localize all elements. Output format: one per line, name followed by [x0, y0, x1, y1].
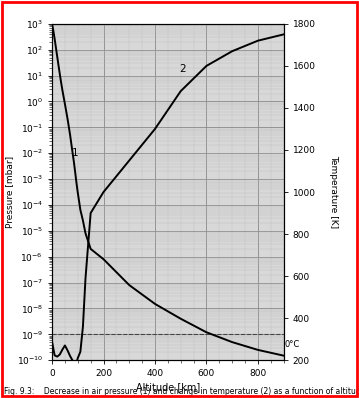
Text: 0°C: 0°C [284, 340, 300, 349]
Y-axis label: Pressure [mbar]: Pressure [mbar] [5, 156, 14, 228]
Text: 1: 1 [71, 148, 78, 158]
Text: 2: 2 [180, 64, 186, 74]
Text: Fig. 9.3:    Decrease in air pressure (1) and change in temperature (2) as a fun: Fig. 9.3: Decrease in air pressure (1) a… [4, 387, 359, 396]
Y-axis label: Temperature [K]: Temperature [K] [330, 156, 339, 228]
X-axis label: Altitude [km]: Altitude [km] [136, 382, 200, 392]
